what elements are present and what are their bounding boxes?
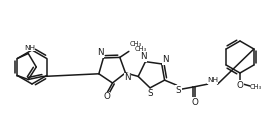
Text: N: N	[97, 49, 104, 57]
Text: N: N	[124, 73, 131, 82]
Text: S: S	[176, 86, 181, 95]
Text: O: O	[237, 80, 243, 90]
Text: CH₃: CH₃	[135, 46, 147, 52]
Text: N: N	[140, 52, 147, 61]
Text: O: O	[191, 98, 198, 107]
Text: NH: NH	[24, 45, 35, 51]
Text: CH₃: CH₃	[130, 41, 142, 47]
Text: N: N	[162, 55, 169, 64]
Text: S: S	[147, 89, 153, 98]
Text: NH: NH	[207, 77, 218, 83]
Text: CH₃: CH₃	[250, 84, 262, 90]
Text: O: O	[103, 92, 110, 101]
